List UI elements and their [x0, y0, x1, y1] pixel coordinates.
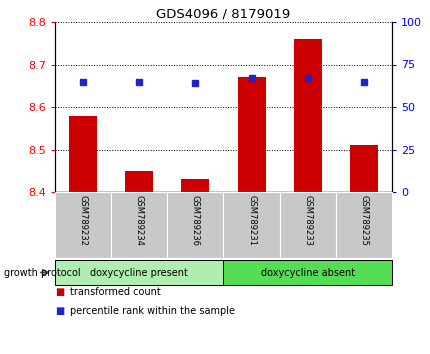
Text: ■: ■: [55, 307, 64, 316]
Text: doxycycline present: doxycycline present: [90, 268, 188, 278]
Text: GSM789235: GSM789235: [359, 195, 368, 246]
Text: percentile rank within the sample: percentile rank within the sample: [70, 307, 234, 316]
Bar: [293, 39, 321, 192]
Bar: [237, 77, 265, 192]
Bar: [181, 179, 209, 192]
Text: GSM789234: GSM789234: [135, 195, 144, 246]
Text: ■: ■: [55, 287, 64, 297]
Text: doxycycline absent: doxycycline absent: [260, 268, 354, 278]
Text: GSM789232: GSM789232: [78, 195, 87, 246]
Title: GDS4096 / 8179019: GDS4096 / 8179019: [156, 8, 290, 21]
Text: growth protocol: growth protocol: [4, 268, 81, 278]
Text: transformed count: transformed count: [70, 287, 160, 297]
Bar: [69, 115, 97, 192]
Text: GSM789231: GSM789231: [246, 195, 255, 246]
Bar: [125, 171, 153, 192]
Bar: [349, 145, 377, 192]
Text: GSM789236: GSM789236: [190, 195, 200, 246]
Text: GSM789233: GSM789233: [303, 195, 311, 246]
